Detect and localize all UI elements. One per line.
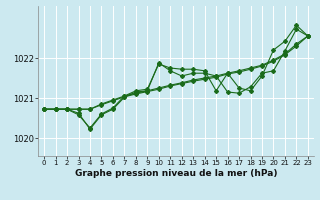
X-axis label: Graphe pression niveau de la mer (hPa): Graphe pression niveau de la mer (hPa) (75, 169, 277, 178)
